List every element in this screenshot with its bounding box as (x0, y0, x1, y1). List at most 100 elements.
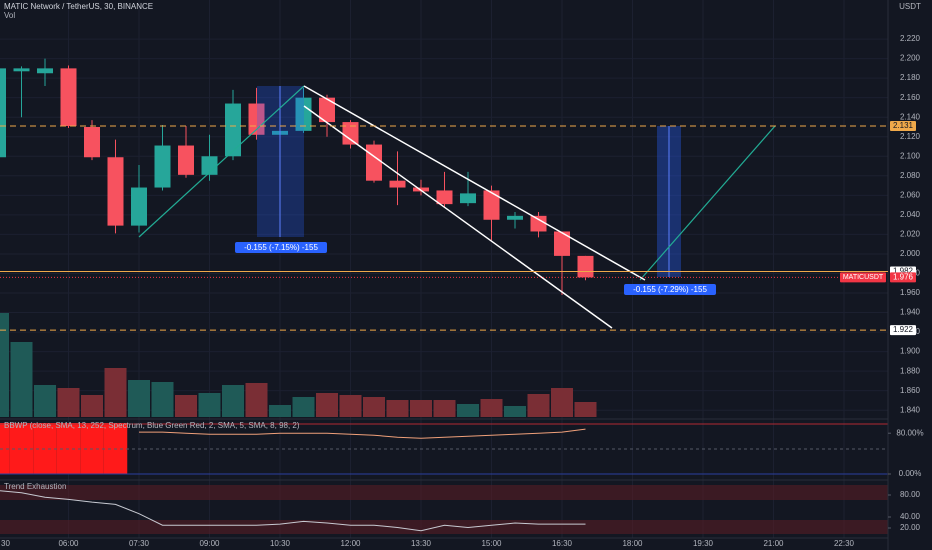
candle-body (131, 187, 147, 226)
candle-body (60, 68, 77, 126)
te-title: Trend Exhaustion (4, 482, 66, 491)
volume-bar (527, 394, 550, 417)
overlay: 2.131 1.982 1.922 1.976 MATICUSDT 80.00% 0.00%… (0, 120, 924, 532)
y-tick-label: 2.160 (900, 93, 921, 102)
volume-bar (386, 400, 409, 417)
volume-bar (198, 393, 221, 417)
y-tick-label: 2.220 (900, 34, 921, 43)
candle-body (483, 190, 500, 220)
y-tick-label: 1.960 (900, 288, 921, 297)
x-tick-label: 12:00 (340, 539, 361, 548)
y-tick-label: 1.860 (900, 386, 921, 395)
candle-body (13, 68, 30, 72)
level-label: 1.982 (893, 267, 914, 276)
volume-bar (339, 395, 362, 417)
volume-bar (292, 397, 315, 417)
y-tick-label: 2.100 (900, 151, 921, 160)
measure-label: -0.155 (-7.29%) -155 (633, 285, 707, 294)
volume-bar (504, 406, 526, 417)
candle-body (319, 97, 335, 123)
currency: USDT (899, 2, 921, 11)
candle-body (436, 190, 453, 205)
volume-bar (222, 385, 244, 417)
pane-tick-label: 80.00 (900, 490, 921, 499)
x-tick-label: 13:30 (411, 539, 432, 548)
te-band (0, 520, 888, 534)
volume-bar (128, 380, 150, 417)
candle-body (178, 145, 194, 175)
volume-bar (480, 399, 503, 417)
candle-body (0, 68, 6, 158)
y-tick-label: 2.140 (900, 112, 921, 121)
trend-line (639, 125, 776, 281)
candle-body (342, 122, 359, 145)
y-tick-label: 2.180 (900, 73, 921, 82)
candle-body (248, 103, 265, 135)
bbwp-line (139, 428, 586, 439)
symbol-title: MATIC Network / TetherUS, 30, BINANCE (4, 2, 153, 11)
bbwp-bar (9, 423, 34, 474)
volume-bar (104, 368, 127, 417)
symbol-tag-label: MATICUSDT (843, 274, 884, 281)
candle-body (530, 215, 547, 232)
x-tick-label: 30 (1, 539, 10, 548)
candle-body (389, 180, 406, 188)
candle-body (154, 145, 171, 188)
volume-bar (34, 385, 56, 417)
y-tick-label: 2.020 (900, 230, 921, 239)
y-tick-label: 1.940 (900, 308, 921, 317)
volume-bar (363, 397, 385, 417)
volume-bar (57, 388, 80, 417)
symbol-tag (840, 272, 886, 283)
level-tag (890, 325, 916, 336)
volume-bar (10, 342, 33, 417)
y-tick-label: 2.120 (900, 132, 921, 141)
level-label: 1.922 (893, 325, 914, 334)
pane-tick-label: 20.00 (900, 523, 921, 532)
y-tick-label: 1.900 (900, 347, 921, 356)
pane-tick-label: 80.00% (896, 428, 923, 437)
candle-body (577, 255, 594, 278)
volume-bar (574, 402, 597, 417)
candle-body (295, 97, 312, 131)
y-tick-label: 1.880 (900, 366, 921, 375)
candle-body (554, 231, 570, 256)
y-tick-label: 2.080 (900, 171, 921, 180)
measure-label-box (235, 242, 327, 253)
te-band (0, 485, 888, 500)
volume-bar (410, 400, 432, 417)
volume-bar (245, 383, 268, 417)
volume-bar (433, 400, 456, 417)
volume-bar (269, 405, 291, 417)
y-tick-label: 2.000 (900, 249, 921, 258)
x-tick-label: 10:30 (270, 539, 291, 548)
bbwp-title: BBWP (close, SMA, 13, 252, Spectrum, Blu… (4, 421, 300, 430)
pane-tick-label: 0.00% (899, 469, 922, 478)
x-tick-label: 16:30 (552, 539, 573, 548)
trend_exhaustion-line (0, 490, 586, 532)
x-tick-label: 21:00 (763, 539, 784, 548)
last-price-tag (890, 272, 916, 283)
x-tick-label: 18:00 (622, 539, 643, 548)
level-tag (890, 120, 916, 131)
pane-tick-label: 40.00 (900, 512, 921, 521)
x-tick-label: 06:00 (58, 539, 79, 548)
last-price-label: 1.976 (893, 272, 914, 281)
channel-line (303, 85, 646, 281)
y-tick-label: 2.200 (900, 54, 921, 63)
measure-label-box (624, 284, 716, 295)
volume-bar (0, 313, 9, 417)
candle-body (460, 193, 476, 204)
x-tick-label: 15:00 (481, 539, 502, 548)
x-tick-label: 09:00 (199, 539, 220, 548)
x-tick-label: 19:30 (693, 539, 714, 548)
volume-bar (457, 404, 479, 417)
y-tick-label: 1.840 (900, 405, 921, 414)
volume-title: Vol (4, 11, 15, 20)
measure-label: -0.155 (-7.15%) -155 (244, 243, 318, 252)
candle-body (366, 144, 382, 181)
candle-body (84, 126, 100, 158)
volume-bar (551, 388, 573, 417)
